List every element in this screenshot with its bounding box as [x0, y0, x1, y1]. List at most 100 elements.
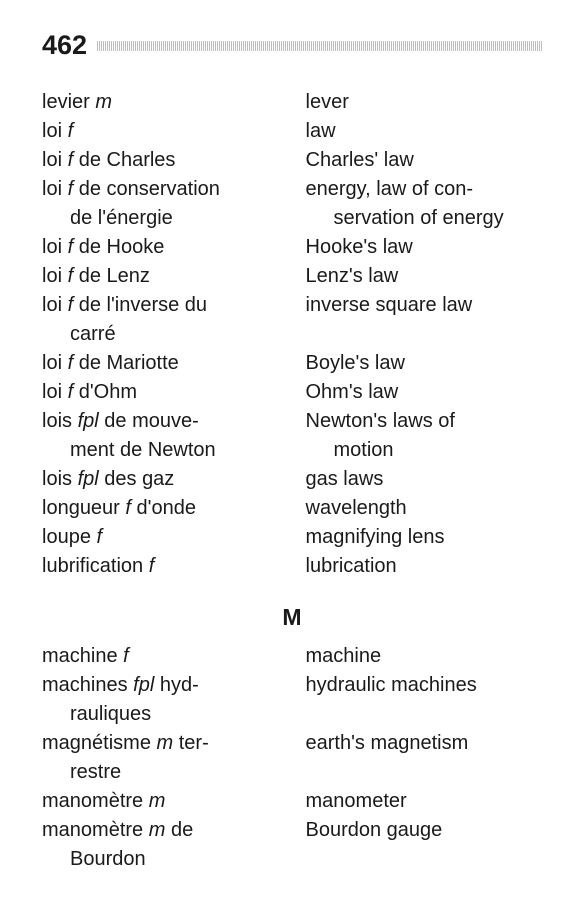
fr-rest: de l'inverse du: [73, 294, 207, 316]
en-entry: Ohm's law: [306, 379, 544, 406]
fr-entry: lubrification f: [42, 553, 280, 580]
en-spacer: [306, 321, 544, 348]
fr-term: loi: [42, 294, 62, 316]
fr-rest: hyd-: [154, 674, 198, 696]
fr-cont: ment de Newton: [42, 437, 280, 464]
fr-term: loi: [42, 149, 62, 171]
fr-term: levier: [42, 91, 90, 113]
fr-rest: de Mariotte: [73, 352, 179, 374]
fr-entry: loi f de Lenz: [42, 263, 280, 290]
col-en-M: machine hydraulic machines earth's magne…: [302, 643, 544, 875]
col-fr-L: levier m loi f loi f de Charles loi f de…: [42, 89, 284, 582]
en-entry: Newton's laws of: [306, 408, 544, 435]
fr-cont: restre: [42, 759, 280, 786]
fr-entry: levier m: [42, 89, 280, 116]
en-entry: Hooke's law: [306, 234, 544, 261]
fr-gender: fpl: [78, 468, 99, 490]
en-entry: energy, law of con-: [306, 176, 544, 203]
en-entry: hydraulic machines: [306, 672, 544, 699]
fr-cont: carré: [42, 321, 280, 348]
fr-term: loi: [42, 236, 62, 258]
en-entry: inverse square law: [306, 292, 544, 319]
fr-term: longueur: [42, 497, 120, 519]
fr-entry: longueur f d'onde: [42, 495, 280, 522]
fr-entry: loi f de Charles: [42, 147, 280, 174]
en-entry: Boyle's law: [306, 350, 544, 377]
fr-term: loi: [42, 381, 62, 403]
en-entry: lubrication: [306, 553, 544, 580]
fr-gender: m: [157, 732, 174, 754]
fr-entry: machine f: [42, 643, 280, 670]
fr-rest: des gaz: [99, 468, 175, 490]
fr-rest: de Lenz: [73, 265, 150, 287]
fr-term: loi: [42, 352, 62, 374]
fr-entry: loi f de l'inverse du: [42, 292, 280, 319]
fr-term: manomètre: [42, 819, 143, 841]
fr-gender: f: [123, 645, 129, 667]
fr-term: loi: [42, 120, 62, 142]
fr-rest: de mouve-: [99, 410, 199, 432]
col-en-L: lever law Charles' law energy, law of co…: [302, 89, 544, 582]
fr-entry: magnétisme m ter-: [42, 730, 280, 757]
fr-entry: lois fpl de mouve-: [42, 408, 280, 435]
en-entry: Charles' law: [306, 147, 544, 174]
fr-rest: d'onde: [131, 497, 196, 519]
fr-cont: de l'énergie: [42, 205, 280, 232]
fr-term: machines: [42, 674, 128, 696]
en-entry: magnifying lens: [306, 524, 544, 551]
en-entry: earth's magnetism: [306, 730, 544, 757]
fr-term: machine: [42, 645, 118, 667]
fr-gender: fpl: [78, 410, 99, 432]
en-entry: wavelength: [306, 495, 544, 522]
en-entry: Lenz's law: [306, 263, 544, 290]
fr-gender: f: [97, 526, 103, 548]
fr-term: lois: [42, 410, 72, 432]
fr-term: loi: [42, 265, 62, 287]
fr-cont: Bourdon: [42, 846, 280, 873]
fr-cont: rauliques: [42, 701, 280, 728]
header-rule: [97, 41, 543, 51]
en-spacer: [306, 701, 544, 728]
fr-rest: ter-: [173, 732, 209, 754]
fr-rest: d'Ohm: [73, 381, 137, 403]
fr-term: lois: [42, 468, 72, 490]
fr-rest: de: [165, 819, 193, 841]
fr-rest: de Charles: [73, 149, 175, 171]
dict-columns-M: machine f machines fpl hyd- rauliques ma…: [42, 643, 543, 875]
en-cont: servation of energy: [306, 205, 544, 232]
col-fr-M: machine f machines fpl hyd- rauliques ma…: [42, 643, 284, 875]
fr-entry: manomètre m: [42, 788, 280, 815]
fr-entry: loi f de Mariotte: [42, 350, 280, 377]
fr-entry: loupe f: [42, 524, 280, 551]
en-entry: lever: [306, 89, 544, 116]
en-spacer: [306, 759, 544, 786]
page-number: 462: [42, 30, 87, 61]
fr-entry: loi f: [42, 118, 280, 145]
fr-entry: lois fpl des gaz: [42, 466, 280, 493]
en-entry: machine: [306, 643, 544, 670]
section-heading-M: M: [42, 604, 543, 631]
en-cont: motion: [306, 437, 544, 464]
en-entry: gas laws: [306, 466, 544, 493]
fr-term: lubrification: [42, 555, 143, 577]
page-header: 462: [42, 30, 543, 61]
fr-entry: loi f de Hooke: [42, 234, 280, 261]
fr-term: loi: [42, 178, 62, 200]
fr-term: magnétisme: [42, 732, 151, 754]
fr-gender: fpl: [133, 674, 154, 696]
fr-gender: m: [149, 790, 166, 812]
fr-entry: loi f d'Ohm: [42, 379, 280, 406]
fr-gender: m: [95, 91, 112, 113]
dict-columns-L: levier m loi f loi f de Charles loi f de…: [42, 89, 543, 582]
fr-gender: m: [149, 819, 166, 841]
fr-rest: de Hooke: [73, 236, 164, 258]
fr-term: manomètre: [42, 790, 143, 812]
page-container: 462 levier m loi f loi f de Charles loi …: [0, 0, 575, 905]
en-entry: manometer: [306, 788, 544, 815]
fr-gender: f: [149, 555, 155, 577]
fr-gender: f: [68, 120, 74, 142]
en-entry: Bourdon gauge: [306, 817, 544, 844]
en-entry: law: [306, 118, 544, 145]
fr-term: loupe: [42, 526, 91, 548]
fr-rest: de conservation: [73, 178, 220, 200]
